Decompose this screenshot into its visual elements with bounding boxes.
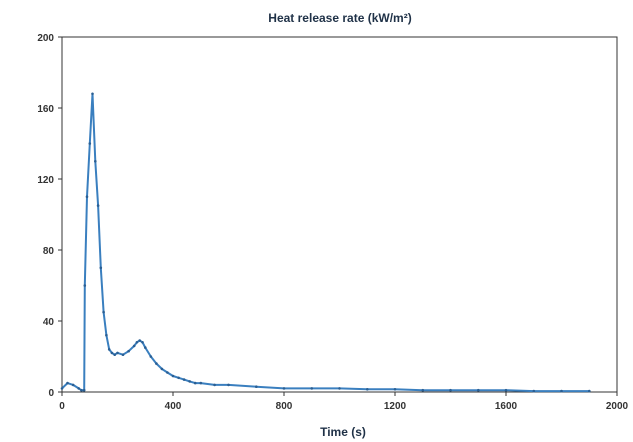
data-point (588, 389, 591, 393)
data-point (177, 376, 180, 380)
data-point (504, 388, 508, 392)
data-point (171, 374, 175, 378)
data-point (99, 266, 103, 270)
data-point (105, 333, 108, 337)
data-point (188, 380, 191, 383)
data-point (160, 367, 164, 371)
y-tick-label: 40 (43, 317, 55, 328)
data-point (193, 381, 197, 385)
data-point (141, 341, 144, 344)
x-tick-label: 1600 (495, 401, 518, 412)
y-tick-label: 200 (37, 33, 54, 44)
data-point (60, 387, 64, 390)
data-point (88, 142, 92, 145)
chart-title: Heat release rate (kW/m²) (268, 11, 411, 25)
y-tick-label: 80 (43, 246, 55, 257)
data-point (80, 388, 83, 392)
plot-area-frame (61, 36, 618, 393)
data-point (135, 341, 139, 344)
data-point (366, 388, 369, 391)
data-point (213, 383, 216, 387)
x-tick-label: 1200 (384, 401, 407, 412)
data-point (532, 389, 536, 393)
data-point (107, 348, 111, 351)
data-point (116, 351, 119, 355)
data-point (310, 387, 314, 390)
x-tick-label: 2000 (606, 401, 629, 412)
data-point (393, 388, 397, 391)
data-point (85, 195, 89, 198)
series-layer (60, 92, 591, 393)
x-tick-label: 0 (59, 401, 65, 412)
data-point (338, 387, 341, 390)
data-point (138, 339, 141, 342)
data-point (121, 353, 125, 357)
data-point (560, 389, 563, 393)
data-point (421, 388, 425, 392)
x-tick-label: 400 (165, 401, 182, 412)
data-point (132, 344, 136, 348)
data-point (155, 362, 158, 365)
x-axis-label: Time (s) (320, 425, 366, 439)
x-tick-label: 800 (276, 401, 293, 412)
data-point (96, 204, 100, 207)
data-point (254, 385, 258, 389)
data-point (66, 381, 69, 385)
data-point (83, 284, 87, 287)
data-point (449, 388, 452, 392)
data-point (110, 351, 114, 355)
data-point (227, 383, 230, 387)
data-point (127, 349, 130, 353)
axis-ticks: 0 400 800 1200 1600 2000 0 40 80 120 160 200 (37, 33, 628, 412)
data-point (199, 381, 203, 385)
y-tick-label: 160 (37, 104, 54, 115)
data-point (282, 387, 286, 390)
y-tick-label: 0 (48, 388, 54, 399)
data-point (102, 310, 105, 314)
data-point (166, 371, 169, 374)
data-point (113, 353, 116, 357)
data-point (71, 383, 75, 387)
data-point (94, 160, 97, 163)
data-point (144, 346, 147, 349)
y-tick-label: 120 (37, 175, 54, 186)
series-line (61, 92, 590, 393)
data-point (91, 92, 94, 96)
data-point (477, 388, 480, 392)
data-point (149, 355, 153, 358)
data-point (82, 388, 86, 392)
data-point (77, 387, 80, 390)
data-point (182, 378, 186, 381)
